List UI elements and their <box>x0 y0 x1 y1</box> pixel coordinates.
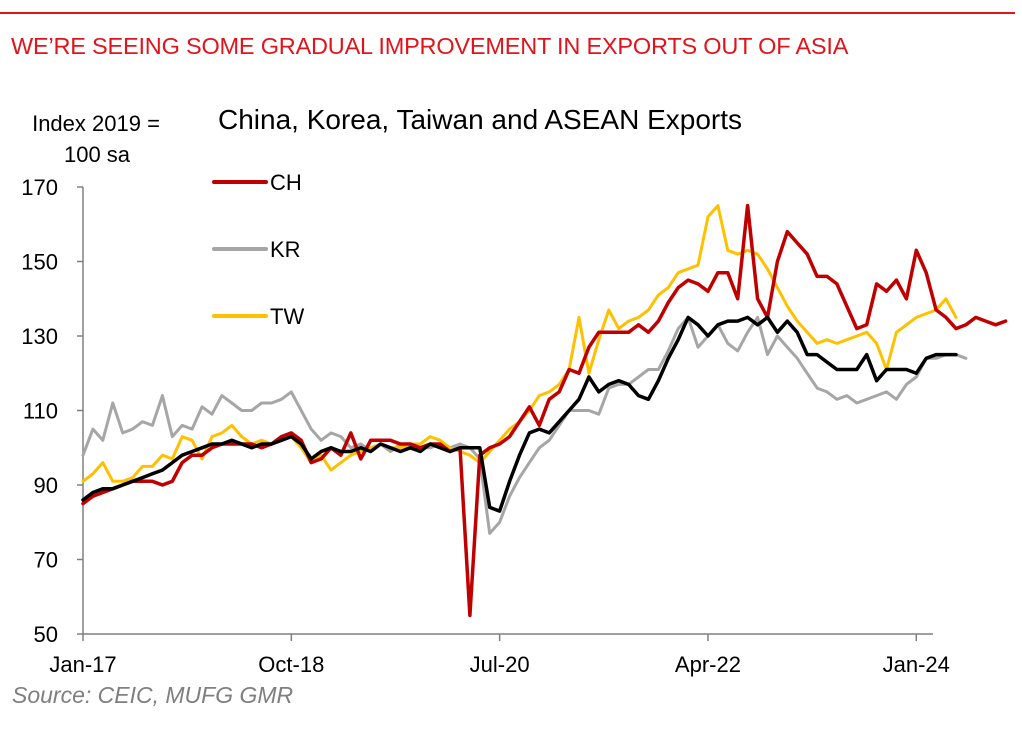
y-tick-label: 170 <box>21 175 58 200</box>
y-tick-label: 130 <box>21 324 58 349</box>
series-line-tw <box>81 204 958 483</box>
y-tick-label: 150 <box>21 250 58 275</box>
y-tick-label: 50 <box>34 622 58 647</box>
x-tick-label: Jan-24 <box>883 652 950 677</box>
top-rule <box>0 12 1015 14</box>
x-tick-label: Apr-22 <box>675 652 741 677</box>
headline: WE’RE SEEING SOME GRADUAL IMPROVEMENT IN… <box>11 33 849 59</box>
legend-label-kr: KR <box>270 237 301 262</box>
y-tick-label: 70 <box>34 548 58 573</box>
legend: CH KR TW <box>212 170 304 329</box>
y-axis-label-line2: 100 sa <box>64 142 131 167</box>
series-line-asean <box>81 315 958 513</box>
legend-label-ch: CH <box>270 170 302 195</box>
x-tick-label: Jan-17 <box>49 652 116 677</box>
x-tick-label: Jul-20 <box>470 652 530 677</box>
series-line-kr <box>81 315 968 535</box>
chart-title: China, Korea, Taiwan and ASEAN Exports <box>218 104 742 135</box>
y-axis-label-line1: Index 2019 = <box>32 111 160 136</box>
source-note: Source: CEIC, MUFG GMR <box>12 682 294 708</box>
x-tick-label: Oct-18 <box>258 652 324 677</box>
y-tick-label: 90 <box>34 473 58 498</box>
series-line-ch <box>81 203 1008 618</box>
legend-label-tw: TW <box>270 304 304 329</box>
axes: 50 70 90 110 130 150 170 Jan-17 Oct-18 Jul-20 Apr-… <box>21 175 950 677</box>
y-tick-label: 110 <box>23 399 58 424</box>
series-layer <box>81 203 1008 618</box>
